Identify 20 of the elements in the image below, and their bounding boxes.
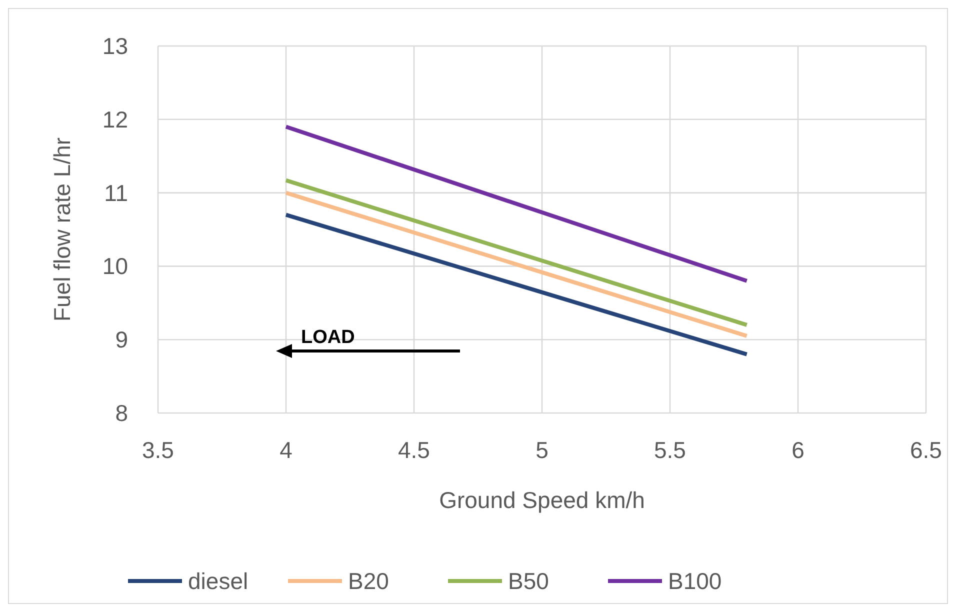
y-tick-label: 13 xyxy=(102,33,128,59)
legend-label: B100 xyxy=(668,568,722,594)
annotation: LOAD xyxy=(301,327,355,348)
x-tick-label: 5 xyxy=(536,437,548,463)
legend-label: diesel xyxy=(188,568,248,594)
x-tick-label: 3.5 xyxy=(142,437,174,463)
y-tick-label: 9 xyxy=(115,326,128,353)
x-tick-label: 6 xyxy=(792,437,804,463)
x-tick-label: 4 xyxy=(280,437,293,463)
y-tick-label: 8 xyxy=(115,400,128,426)
y-tick-label: 11 xyxy=(104,180,128,206)
x-tick-label: 4.5 xyxy=(398,437,430,463)
legend-label: B50 xyxy=(508,568,549,594)
x-tick-label: 5.5 xyxy=(654,437,686,463)
x-axis-title: Ground Speed km/h xyxy=(439,487,645,513)
y-tick-label: 10 xyxy=(102,253,128,280)
x-tick-label: 6.5 xyxy=(910,437,942,463)
legend-label: B20 xyxy=(348,568,389,594)
y-axis-title: Fuel flow rate L/hr xyxy=(49,137,75,322)
y-tick-label: 12 xyxy=(102,106,128,132)
